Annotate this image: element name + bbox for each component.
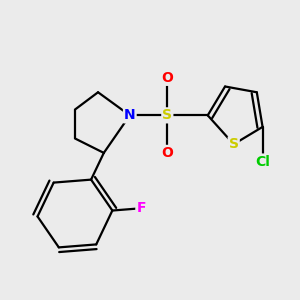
Text: O: O	[161, 146, 173, 160]
Text: Cl: Cl	[255, 154, 270, 169]
Text: S: S	[162, 108, 172, 122]
Text: N: N	[124, 108, 136, 122]
Text: F: F	[136, 201, 146, 215]
Text: S: S	[229, 137, 239, 151]
Text: O: O	[161, 71, 173, 85]
